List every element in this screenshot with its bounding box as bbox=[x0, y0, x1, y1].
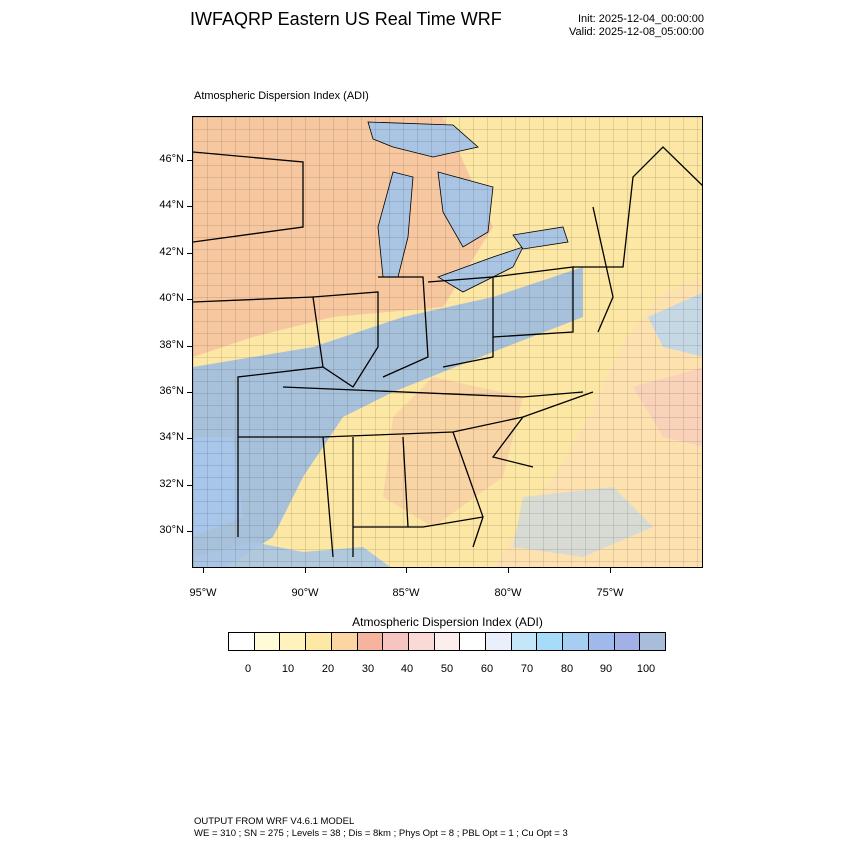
colorbar-box bbox=[357, 633, 384, 650]
colorbar-box bbox=[306, 633, 332, 650]
colorbar-box bbox=[486, 633, 512, 650]
lat-label-32n: 32°N bbox=[159, 478, 184, 490]
main-title: IWFAQRP Eastern US Real Time WRF bbox=[190, 9, 502, 29]
footer-config-line: WE = 310 ; SN = 275 ; Levels = 38 ; Dis … bbox=[194, 828, 568, 839]
lat-label-46n: 46°N bbox=[159, 153, 184, 165]
colorbar-box bbox=[254, 633, 281, 650]
adi-map bbox=[192, 116, 703, 568]
colorbar bbox=[228, 632, 666, 651]
lat-tick bbox=[187, 253, 192, 254]
lat-label-36n: 36°N bbox=[159, 385, 184, 397]
lat-tick bbox=[187, 485, 192, 486]
colorbar-label: 80 bbox=[560, 663, 574, 675]
colorbar-label: 30 bbox=[361, 663, 375, 675]
county-boundaries bbox=[193, 117, 702, 567]
state-boundaries bbox=[193, 146, 702, 558]
lat-label-44n: 44°N bbox=[159, 199, 184, 211]
lat-tick bbox=[187, 299, 192, 300]
colorbar-box bbox=[511, 633, 538, 650]
colorbar-box bbox=[563, 633, 589, 650]
colorbar-box bbox=[614, 633, 641, 650]
colorbar-box bbox=[331, 633, 358, 650]
colorbar-box bbox=[229, 633, 255, 650]
lon-tick bbox=[610, 568, 611, 573]
lat-label-30n: 30°N bbox=[159, 524, 184, 536]
lon-label-90w: 90°W bbox=[291, 587, 319, 599]
lat-tick bbox=[187, 346, 192, 347]
lat-tick bbox=[187, 438, 192, 439]
colorbar-label: 90 bbox=[599, 663, 613, 675]
lat-label-34n: 34°N bbox=[159, 431, 184, 443]
colorbar-label: 40 bbox=[400, 663, 414, 675]
colorbar-box bbox=[640, 633, 665, 650]
lat-tick bbox=[187, 531, 192, 532]
colorbar-box bbox=[460, 633, 487, 650]
lon-label-85w: 85°W bbox=[392, 587, 420, 599]
colorbar-label: 10 bbox=[281, 663, 295, 675]
colorbar-box bbox=[588, 633, 615, 650]
lat-tick bbox=[187, 392, 192, 393]
colorbar-label: 100 bbox=[636, 663, 656, 675]
lon-label-75w: 75°W bbox=[596, 587, 624, 599]
lat-label-38n: 38°N bbox=[159, 339, 184, 351]
lat-tick bbox=[187, 206, 192, 207]
map-title: Atmospheric Dispersion Index (ADI) bbox=[194, 90, 369, 102]
lat-label-40n: 40°N bbox=[159, 292, 184, 304]
colorbar-box bbox=[280, 633, 307, 650]
colorbar-box bbox=[408, 633, 435, 650]
colorbar-label: 50 bbox=[440, 663, 454, 675]
valid-time: Valid: 2025-12-08_05:00:00 bbox=[569, 26, 704, 38]
lon-label-95w: 95°W bbox=[189, 587, 217, 599]
lat-label-42n: 42°N bbox=[159, 246, 184, 258]
colorbar-title: Atmospheric Dispersion Index (ADI) bbox=[352, 615, 543, 629]
colorbar-label: 70 bbox=[520, 663, 534, 675]
footer-model-line: OUTPUT FROM WRF V4.6.1 MODEL bbox=[194, 816, 355, 827]
init-time: Init: 2025-12-04_00:00:00 bbox=[578, 13, 704, 25]
colorbar-box bbox=[537, 633, 564, 650]
colorbar-label: 0 bbox=[244, 663, 252, 675]
lon-tick bbox=[305, 568, 306, 573]
lon-label-80w: 80°W bbox=[494, 587, 522, 599]
colorbar-box bbox=[434, 633, 461, 650]
lon-tick bbox=[508, 568, 509, 573]
lon-tick bbox=[406, 568, 407, 573]
colorbar-box bbox=[383, 633, 409, 650]
lat-tick bbox=[187, 160, 192, 161]
colorbar-label: 20 bbox=[321, 663, 335, 675]
lon-tick bbox=[203, 568, 204, 573]
colorbar-label: 60 bbox=[480, 663, 494, 675]
adi-map-canvas bbox=[193, 117, 702, 567]
